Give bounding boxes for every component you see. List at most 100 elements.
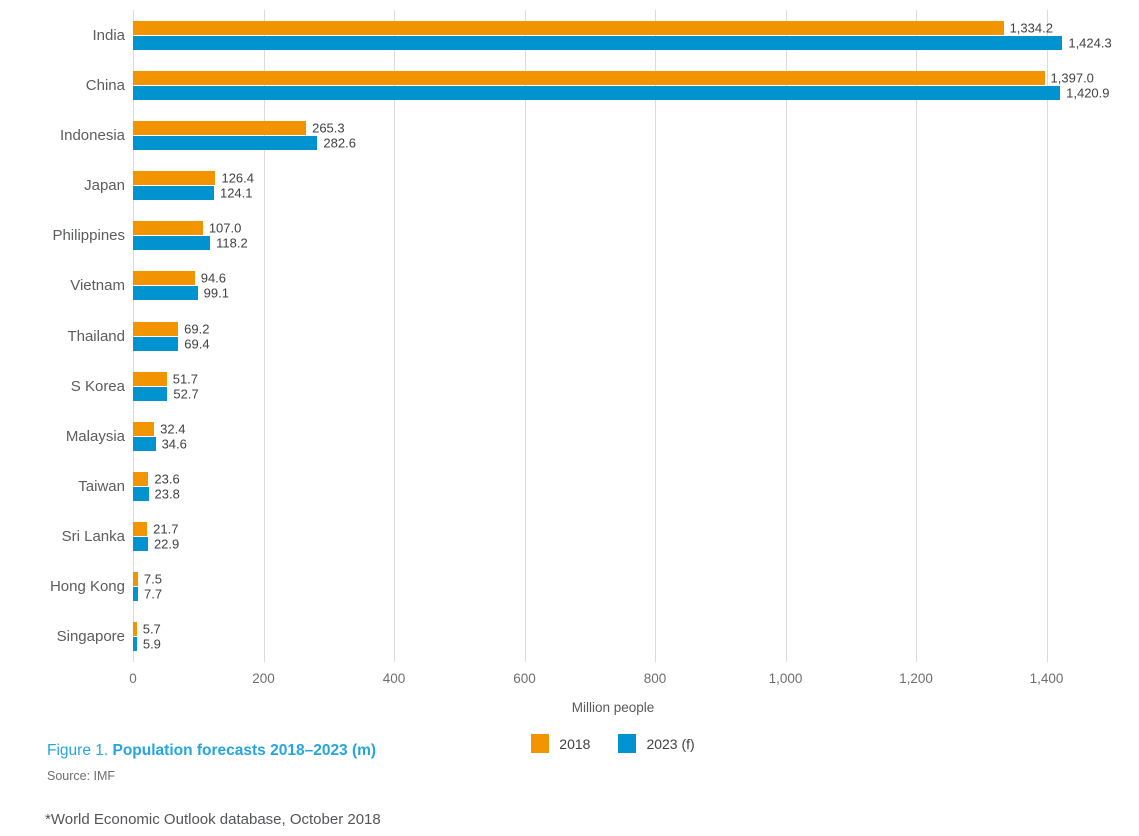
bar-value-label: 1,397.0 [1050,70,1094,86]
bar-value-label: 21.7 [153,521,179,537]
bar-row-thailand: 69.2 69.4 [133,311,1093,361]
legend-item-2018: 2018 [531,734,590,753]
bar-row-taiwan: 23.6 23.8 [133,461,1093,511]
bar-2018-hong-kong: 7.5 [133,572,162,587]
bar-2023f-india: 1,424.3 [133,35,1112,50]
bar-value-label: 124.1 [219,185,253,201]
bar-value-label: 99.1 [203,285,229,301]
category-label-hong-kong: Hong Kong [49,578,125,596]
bar-value-label: 1,424.3 [1068,35,1112,51]
bar-2023f-s-korea: 52.7 [133,386,199,401]
bar-2018-sri-lanka: 21.7 [133,522,178,537]
gridline-1200 [916,10,917,662]
category-label-philippines: Philippines [52,227,125,245]
category-label-japan: Japan [84,177,125,195]
figure-title: Population forecasts 2018–2023 (m) [112,742,377,759]
bar-2018-vietnam: 94.6 [133,271,226,286]
legend-label-2023f: 2023 (f) [646,735,695,752]
bar-2023f-thailand: 69.4 [133,336,210,351]
bar-2023f-taiwan: 23.8 [133,486,180,501]
bar-value-label: 7.5 [143,571,162,587]
bar-row-malaysia: 32.4 34.6 [133,411,1093,461]
bar-row-sri-lanka: 21.7 22.9 [133,512,1093,562]
gridline-800 [655,10,656,662]
gridlines [133,10,1093,662]
bar-row-indonesia: 265.3 282.6 [133,110,1093,160]
bar-value-label: 1,334.2 [1009,20,1053,36]
bar-2023f-philippines: 118.2 [133,236,248,251]
bar-2023f-indonesia: 282.6 [133,135,356,150]
bar-value-label: 1,420.9 [1066,85,1110,101]
bar-value-label: 69.4 [184,336,210,352]
category-axis: India China Indonesia Japan Philippines Vietn… [0,10,125,662]
bar-2018-taiwan: 23.6 [133,471,180,486]
bar-value-label: 52.7 [173,386,199,402]
gridline-1000 [785,10,787,662]
bar-plot-area: 1,334.2 1,424.3 1,397.0 1,420.9 265.3 282.6 12… [133,10,1112,662]
gridline-0 [133,10,134,662]
category-label-vietnam: Vietnam [70,277,125,295]
x-tick-600: 600 [513,671,536,686]
source-note: Source: IMF [47,769,116,783]
legend-swatch-2023f [618,734,637,753]
x-tick-1000: 1,000 [768,671,803,686]
bar-row-vietnam: 94.6 99.1 [133,261,1093,311]
category-label-s-korea: S Korea [70,377,125,395]
bar-value-label: 5.9 [142,636,161,652]
x-tick-1200: 1,200 [899,671,933,686]
category-label-singapore: Singapore [56,628,125,646]
x-axis-ticks: 0 200 400 600 800 1,000 1,200 1,400 [129,671,1093,689]
bar-row-hong-kong: 7.5 7.7 [133,562,1093,612]
bar-row-singapore: 5.7 5.9 [133,612,1093,662]
bar-2023f-hong-kong: 7.7 [133,587,162,602]
category-label-indonesia: Indonesia [59,126,125,144]
bar-value-label: 34.6 [161,436,187,452]
bar-value-label: 282.6 [323,135,356,151]
bar-2018-s-korea: 51.7 [133,371,198,386]
gridline-400 [394,10,395,662]
bar-2023f-sri-lanka: 22.9 [133,537,179,552]
legend-swatch-2018 [531,734,550,753]
bar-row-japan: 126.4 124.1 [133,160,1093,210]
bar-value-label: 32.4 [160,421,186,437]
bar-row-philippines: 107.0 118.2 [133,211,1093,261]
bar-value-label: 7.7 [144,586,163,602]
legend-item-2023f: 2023 (f) [618,734,695,753]
bar-value-label: 94.6 [200,270,227,286]
bar-2018-philippines: 107.0 [133,221,241,236]
bar-2023f-malaysia: 34.6 [133,436,187,451]
x-tick-1400: 1,400 [1029,671,1064,686]
bar-value-label: 69.2 [184,321,210,337]
bar-2018-indonesia: 265.3 [133,120,345,135]
bar-2018-singapore: 5.7 [133,622,161,637]
legend: 2018 2023 (f) [133,734,1093,753]
bar-value-label: 23.8 [154,486,180,502]
bar-value-label: 126.4 [221,170,255,186]
bar-2023f-vietnam: 99.1 [133,286,229,301]
bar-2018-malaysia: 32.4 [133,421,185,436]
bar-2023f-china: 1,420.9 [133,85,1110,100]
bar-value-label: 265.3 [312,120,345,136]
category-label-china: China [85,76,125,94]
bar-2018-india: 1,334.2 [133,20,1053,35]
category-label-india: India [92,26,125,44]
category-label-malaysia: Malaysia [65,427,125,445]
bar-2023f-japan: 124.1 [133,186,253,201]
bar-2018-japan: 126.4 [133,171,254,186]
figure-caption: Figure 1. Population forecasts 2018–2023… [47,742,376,760]
gridline-1400 [1046,10,1048,662]
bar-value-label: 23.6 [154,471,180,487]
bar-row-s-korea: 51.7 52.7 [133,361,1093,411]
bar-2018-china: 1,397.0 [133,70,1094,85]
x-tick-200: 200 [252,671,275,686]
bar-2018-thailand: 69.2 [133,321,209,336]
bar-value-label: 5.7 [142,621,161,637]
legend-label-2018: 2018 [559,735,591,752]
footnote: *World Economic Outlook database, Octobe… [45,811,381,828]
bar-value-label: 107.0 [208,220,242,236]
x-tick-800: 800 [643,671,667,686]
category-label-thailand: Thailand [67,327,125,345]
gridline-600 [524,10,526,662]
category-label-taiwan: Taiwan [78,477,125,495]
